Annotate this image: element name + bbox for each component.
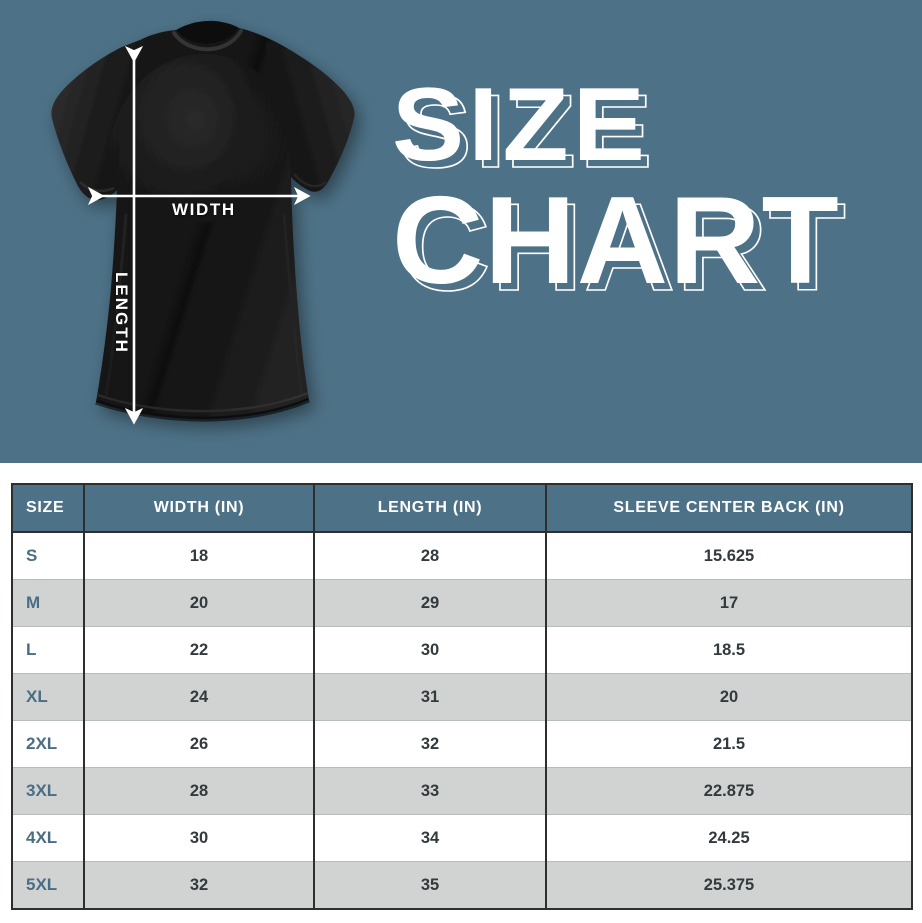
measurement-arrows xyxy=(87,45,311,425)
cell-sleeve: 17 xyxy=(545,579,913,627)
table-row: 2XL 26 32 21.5 xyxy=(11,720,913,768)
cell-sleeve: 24.25 xyxy=(545,814,913,862)
cell-length: 35 xyxy=(313,861,547,910)
cell-width: 20 xyxy=(83,579,315,627)
title-size-fill: SIZE xyxy=(392,67,650,183)
table-header: SIZE WIDTH (IN) LENGTH (IN) SLEEVE CENTE… xyxy=(11,483,913,533)
cell-size: M xyxy=(11,579,85,627)
cell-width: 26 xyxy=(83,720,315,768)
column-header-width: WIDTH (IN) xyxy=(83,483,315,533)
table-row: XL 24 31 20 xyxy=(11,673,913,721)
cell-sleeve: 22.875 xyxy=(545,767,913,815)
table-row: M 20 29 17 xyxy=(11,579,913,627)
column-header-length: LENGTH (IN) xyxy=(313,483,547,533)
table-row: 3XL 28 33 22.875 xyxy=(11,767,913,815)
cell-size: 3XL xyxy=(11,767,85,815)
cell-sleeve: 21.5 xyxy=(545,720,913,768)
table-row: L 22 30 18.5 xyxy=(11,626,913,674)
cell-length: 29 xyxy=(313,579,547,627)
table-row: S 18 28 15.625 xyxy=(11,532,913,580)
title-chart-fill: CHART xyxy=(392,171,840,310)
cell-sleeve: 20 xyxy=(545,673,913,721)
title-size-outline: SIZE xyxy=(398,74,657,190)
page-title: SIZE SIZE CHART CHART xyxy=(392,73,904,338)
cell-size: L xyxy=(11,626,85,674)
cell-size: 5XL xyxy=(11,861,85,910)
cell-size: XL xyxy=(11,673,85,721)
cell-width: 22 xyxy=(83,626,315,674)
hero-panel: WIDTH LENGTH SIZE SIZE CHART CHART xyxy=(0,0,922,463)
cell-sleeve: 25.375 xyxy=(545,861,913,910)
table-header-row: SIZE WIDTH (IN) LENGTH (IN) SLEEVE CENTE… xyxy=(11,483,913,533)
cell-length: 28 xyxy=(313,532,547,580)
cell-size: 2XL xyxy=(11,720,85,768)
cell-size: 4XL xyxy=(11,814,85,862)
table-row: 5XL 32 35 25.375 xyxy=(11,861,913,910)
cell-size: S xyxy=(11,532,85,580)
width-measure-label: WIDTH xyxy=(172,200,236,219)
length-measure-label: LENGTH xyxy=(112,272,131,354)
column-header-sleeve: SLEEVE CENTER BACK (IN) xyxy=(545,483,913,533)
table-body: S 18 28 15.625 M 20 29 17 L 22 30 18.5 xyxy=(11,532,913,910)
cell-length: 30 xyxy=(313,626,547,674)
title-line-size: SIZE SIZE xyxy=(392,67,922,184)
cell-length: 34 xyxy=(313,814,547,862)
cell-sleeve: 15.625 xyxy=(545,532,913,580)
cell-width: 30 xyxy=(83,814,315,862)
cell-length: 33 xyxy=(313,767,547,815)
size-table: SIZE WIDTH (IN) LENGTH (IN) SLEEVE CENTE… xyxy=(11,483,913,910)
table-row: 4XL 30 34 24.25 xyxy=(11,814,913,862)
cell-width: 32 xyxy=(83,861,315,910)
cell-width: 18 xyxy=(83,532,315,580)
cell-width: 28 xyxy=(83,767,315,815)
cell-length: 32 xyxy=(313,720,547,768)
cell-sleeve: 18.5 xyxy=(545,626,913,674)
title-chart-outline: CHART xyxy=(398,178,847,317)
cell-width: 24 xyxy=(83,673,315,721)
cell-length: 31 xyxy=(313,673,547,721)
size-table-area: SIZE WIDTH (IN) LENGTH (IN) SLEEVE CENTE… xyxy=(0,463,922,923)
column-header-size: SIZE xyxy=(11,483,85,533)
title-line-chart: CHART CHART xyxy=(392,171,914,311)
